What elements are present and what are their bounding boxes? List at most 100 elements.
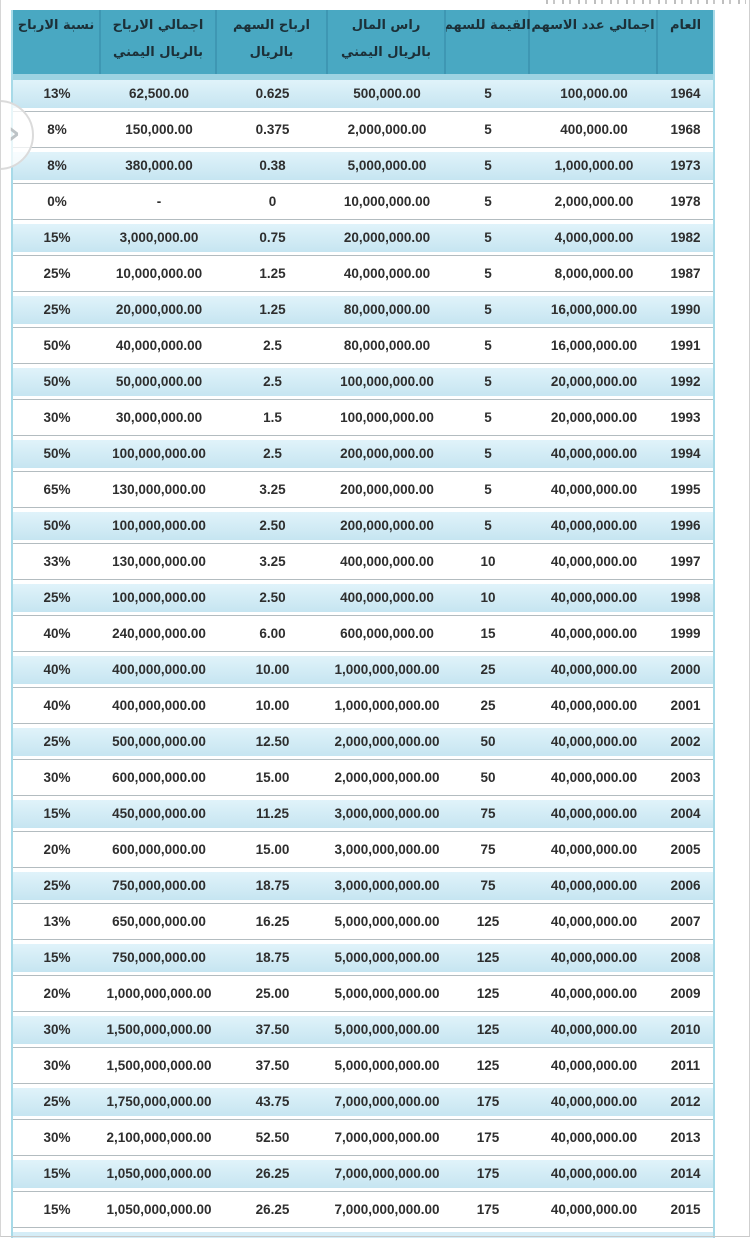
table-cell-total_dividends: 100,000,000.00 xyxy=(112,590,206,605)
table-cell-dividend_per_share: 26.25 xyxy=(255,1202,290,1217)
table-cell-year: 1990 xyxy=(670,302,701,317)
table-row: 2010 40,000,000.00 125 5,000,000,000.00 37.5… xyxy=(13,1016,713,1052)
table-row: 1964 100,000.00 5 500,000.00 0.625 62,500.00 1… xyxy=(13,80,713,116)
table-cell-capital: 5,000,000,000.00 xyxy=(334,986,440,1001)
header-year-line1: العام xyxy=(669,18,702,33)
table-cell-capital: 7,000,000,000.00 xyxy=(334,1130,440,1145)
table-cell-year: 1993 xyxy=(670,410,701,425)
table-cell-dividend_per_share: 0.38 xyxy=(259,158,286,173)
table-cell-capital: 1,000,000,000.00 xyxy=(334,662,440,677)
table-cell-value_per_share: 5 xyxy=(484,446,492,461)
table-cell-total_shares: 40,000,000.00 xyxy=(550,734,638,749)
table-cell-capital: 40,000,000.00 xyxy=(343,266,431,281)
table-cell-capital: 2,000,000,000.00 xyxy=(334,734,440,749)
table-cell-year: 2010 xyxy=(670,1022,701,1037)
table-cell-dividend_per_share: 2.5 xyxy=(263,374,282,389)
table-row: 1987 8,000,000.00 5 40,000,000.00 1.25 10,000… xyxy=(13,260,713,296)
header-value-per-share: القيمة للسهم xyxy=(443,10,531,74)
table-cell-value_per_share: 50 xyxy=(480,734,496,749)
table-cell-value_per_share: 5 xyxy=(484,230,492,245)
table-cell-total_shares: 40,000,000.00 xyxy=(550,1130,638,1145)
table-cell-dividend_ratio: 15% xyxy=(43,1166,71,1181)
chevron-right-icon: › xyxy=(8,116,21,151)
table-cell-total_shares: 40,000,000.00 xyxy=(550,1058,638,1073)
table-cell-year: 2001 xyxy=(670,698,701,713)
table-cell-capital: 200,000,000.00 xyxy=(340,518,434,533)
clipped-title-text-remnant xyxy=(546,0,746,4)
table-cell-value_per_share: 175 xyxy=(476,1166,500,1181)
header-dividend-per-share-line2: بالريال xyxy=(249,45,294,61)
table-cell-year: 2006 xyxy=(670,878,701,893)
table-row: 1982 4,000,000.00 5 20,000,000.00 0.75 3,000,… xyxy=(13,224,713,260)
table-cell-capital: 2,000,000,000.00 xyxy=(334,770,440,785)
table-cell-value_per_share: 10 xyxy=(480,590,496,605)
table-cell-dividend_per_share: 37.50 xyxy=(255,1058,290,1073)
table-cell-capital: 7,000,000,000.00 xyxy=(334,1094,440,1109)
table-cell-total_shares: 40,000,000.00 xyxy=(550,770,638,785)
table-cell-value_per_share: 5 xyxy=(484,338,492,353)
table-cell-year: 1964 xyxy=(670,86,701,101)
table-cell-value_per_share: 125 xyxy=(476,1058,500,1073)
table-row: 2015 40,000,000.00 175 7,000,000,000.00 26.2… xyxy=(13,1196,713,1232)
table-cell-total_shares: 40,000,000.00 xyxy=(550,554,638,569)
table-cell-dividend_ratio: 30% xyxy=(43,1022,71,1037)
table-cell-total_dividends: 1,050,000,000.00 xyxy=(106,1166,212,1181)
table-cell-total_shares: 20,000,000.00 xyxy=(550,410,638,425)
table-cell-year: 2015 xyxy=(670,1202,701,1217)
table-row: 2014 40,000,000.00 175 7,000,000,000.00 26.2… xyxy=(13,1160,713,1196)
table-cell-total_dividends: 1,500,000,000.00 xyxy=(106,1058,212,1073)
table-cell-year: 1996 xyxy=(670,518,701,533)
table-cell-dividend_per_share: 11.25 xyxy=(255,806,290,821)
table-cell-value_per_share: 50 xyxy=(480,770,496,785)
table-cell-capital: 100,000,000.00 xyxy=(340,374,434,389)
table-cell-dividend_per_share: 0 xyxy=(268,194,277,209)
table-cell-year: 1968 xyxy=(670,122,701,137)
table-cell-total_shares: 40,000,000.00 xyxy=(550,914,638,929)
table-cell-dividend_ratio: 15% xyxy=(43,806,71,821)
table-row: 1990 16,000,000.00 5 80,000,000.00 1.25 20,00… xyxy=(13,296,713,332)
table-cell-dividend_per_share: 37.50 xyxy=(255,1022,290,1037)
dividends-table: العام اجمالي عدد الاسهم القيمة للسهم راس… xyxy=(11,10,715,1238)
table-row: 2003 40,000,000.00 50 2,000,000,000.00 15.00… xyxy=(13,764,713,800)
table-cell-total_shares: 40,000,000.00 xyxy=(550,446,638,461)
table-cell-dividend_ratio: 40% xyxy=(43,662,71,677)
table-cell-total_shares: 40,000,000.00 xyxy=(550,662,638,677)
table-cell-year: 1992 xyxy=(670,374,701,389)
table-cell-year: 1998 xyxy=(670,590,701,605)
table-cell-total_shares: 40,000,000.00 xyxy=(550,1094,638,1109)
table-cell-total_dividends: 450,000,000.00 xyxy=(112,806,206,821)
table-cell-year: 2003 xyxy=(670,770,701,785)
table-cell-dividend_ratio: 50% xyxy=(43,446,71,461)
table-cell-capital: 80,000,000.00 xyxy=(343,338,431,353)
table-cell-dividend_ratio: 40% xyxy=(43,698,71,713)
table-cell-capital: 5,000,000,000.00 xyxy=(334,1022,440,1037)
header-total-shares: اجمالي عدد الاسهم xyxy=(530,10,658,74)
table-cell-capital: 200,000,000.00 xyxy=(340,482,434,497)
table-cell-total_dividends: 1,050,000,000.00 xyxy=(106,1202,212,1217)
table-cell-total_shares: 20,000,000.00 xyxy=(550,374,638,389)
table-cell-dividend_ratio: 25% xyxy=(43,590,71,605)
table-cell-total_dividends: 20,000,000.00 xyxy=(115,302,203,317)
table-cell-dividend_ratio: 50% xyxy=(43,374,71,389)
table-cell-total_dividends: 600,000,000.00 xyxy=(112,842,206,857)
table-cell-capital: 2,000,000.00 xyxy=(347,122,427,137)
table-row: 2013 40,000,000.00 175 7,000,000,000.00 52.5… xyxy=(13,1124,713,1160)
table-cell-year: 2000 xyxy=(670,662,701,677)
table-cell-total_dividends: 400,000,000.00 xyxy=(112,662,206,677)
table-cell-dividend_ratio: 8% xyxy=(47,122,67,137)
table-cell-dividend_per_share: 0.375 xyxy=(255,122,290,137)
table-cell-dividend_per_share: 2.50 xyxy=(259,518,286,533)
table-cell-year: 1978 xyxy=(670,194,701,209)
table-cell-total_dividends: 62,500.00 xyxy=(128,86,190,101)
table-cell-dividend_ratio: 30% xyxy=(43,770,71,785)
table-cell-year: 1973 xyxy=(670,158,701,173)
table-cell-dividend_per_share: 2.5 xyxy=(263,446,282,461)
table-row: 2001 40,000,000.00 25 1,000,000,000.00 10.00… xyxy=(13,692,713,728)
table-cell-value_per_share: 5 xyxy=(484,122,492,137)
table-cell-total_shares: 8,000,000.00 xyxy=(554,266,634,281)
table-cell-total_dividends: 130,000,000.00 xyxy=(112,554,206,569)
table-cell-dividend_per_share: 0.625 xyxy=(255,86,290,101)
table-cell-total_shares: 40,000,000.00 xyxy=(550,986,638,1001)
table-cell-value_per_share: 5 xyxy=(484,518,492,533)
table-cell-total_shares: 4,000,000.00 xyxy=(554,230,634,245)
